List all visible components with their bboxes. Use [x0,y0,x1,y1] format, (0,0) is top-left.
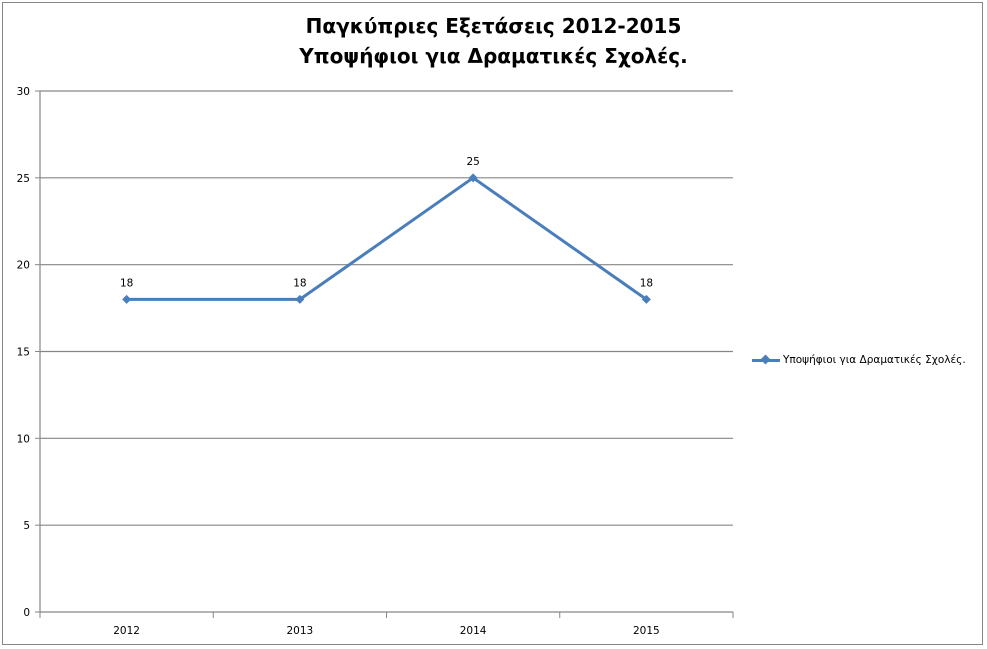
legend-series-label: Υποψήφιοι για Δραματικές Σχολές. [783,354,966,366]
y-axis-tick-labels: 0 5 10 15 20 25 30 [17,86,30,619]
x-tick-label-2013: 2013 [287,625,314,637]
data-point-2015 [641,294,651,304]
data-label-2013: 18 [293,277,306,289]
y-tick-label-5: 5 [23,520,30,532]
y-tick-label-10: 10 [17,433,30,445]
gridlines [40,90,733,526]
y-tick-label-0: 0 [23,607,30,619]
legend: Υποψήφιοι για Δραματικές Σχολές. [752,354,966,366]
x-axis-tick-labels: 2012 2013 2014 2015 [113,625,659,637]
data-point-2012 [122,294,132,304]
data-label-2014: 25 [466,156,479,168]
data-point-2014 [468,173,478,183]
legend-series-key [752,354,780,366]
y-tick-label-25: 25 [17,173,30,185]
series-line-0 [126,176,648,301]
x-tick-label-2012: 2012 [113,625,140,637]
data-labels: 18 18 25 18 [120,156,653,290]
chart-title-line-1: Παγκύπριες Εξετάσεις 2012-2015 [305,14,682,38]
chart-title-line-2: Υποψήφιοι για Δραματικές Σχολές. [299,44,688,68]
x-tick-label-2014: 2014 [460,625,487,637]
x-tick-label-2015: 2015 [633,625,660,637]
data-point-2013 [295,294,305,304]
data-label-2012: 18 [120,277,133,289]
series [122,173,651,304]
data-label-2015: 18 [640,277,653,289]
y-tick-label-30: 30 [17,86,30,98]
axes [35,90,734,618]
y-tick-label-20: 20 [17,260,30,272]
y-tick-label-15: 15 [17,347,30,359]
